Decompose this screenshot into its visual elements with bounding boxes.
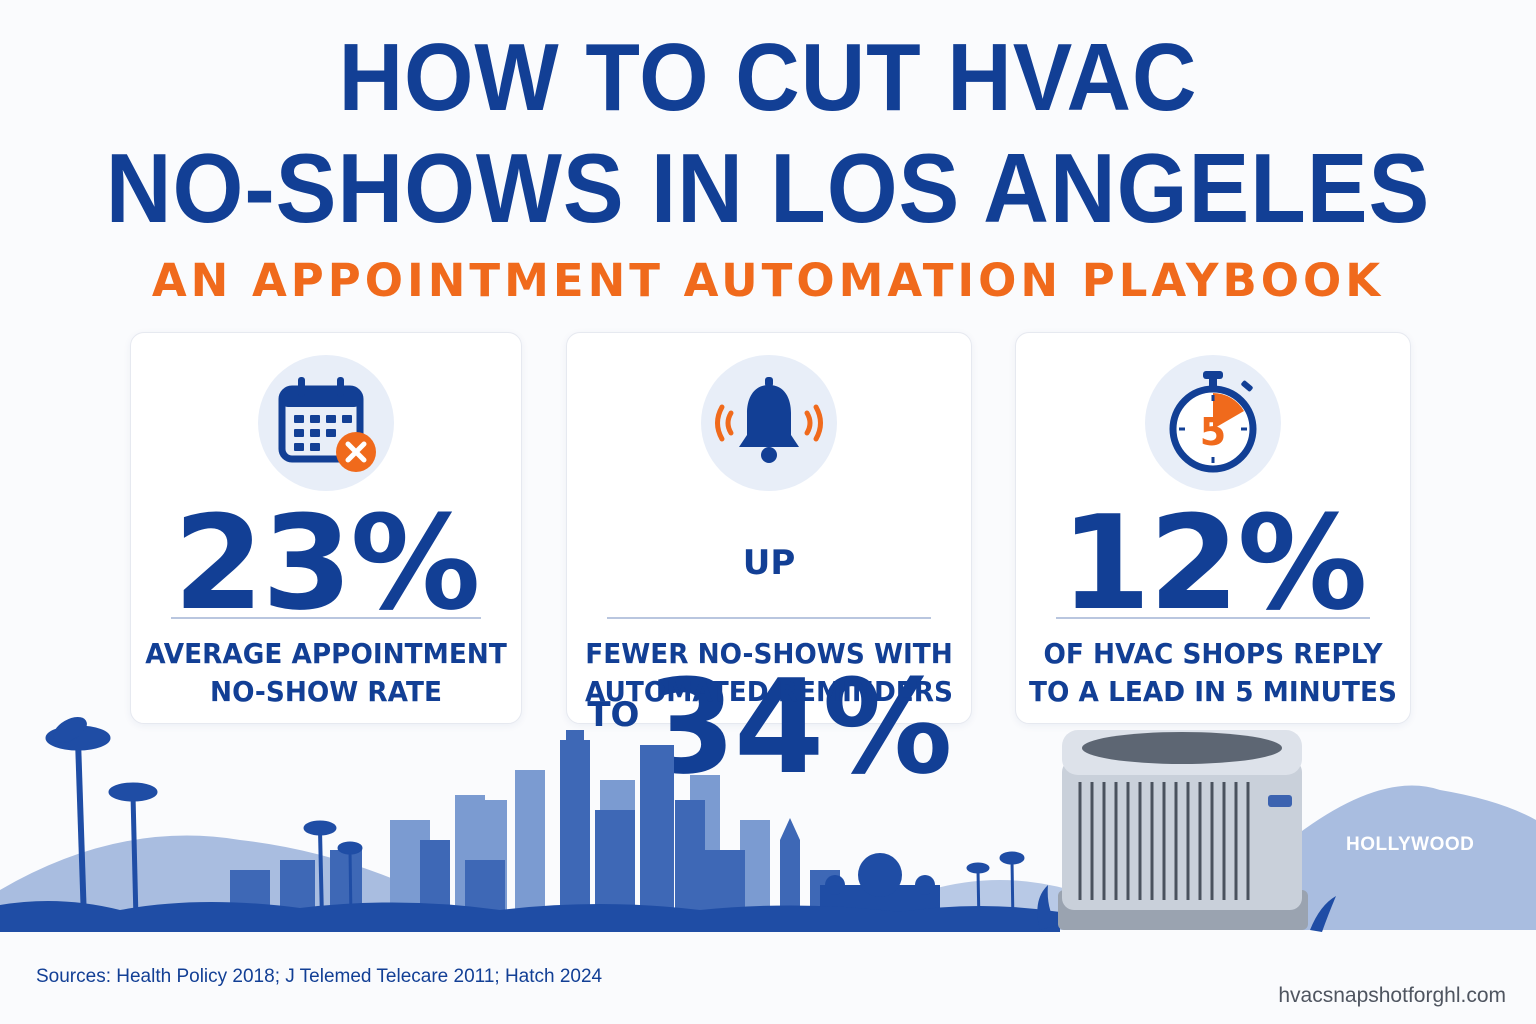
divider [1056, 617, 1370, 619]
stat-caption: FEWER NO-SHOWS WITH AUTOMATED REMINDERS [579, 635, 959, 711]
stat-caption: OF HVAC SHOPS REPLY TO A LEAD IN 5 MINUT… [1028, 635, 1398, 711]
subtitle: AN APPOINTMENT AUTOMATION PLAYBOOK [151, 254, 1385, 307]
stopwatch-number: 5 [1200, 410, 1226, 454]
stat-value: 23% [131, 493, 521, 633]
stat-number: 23% [173, 487, 480, 639]
los-angeles-skyline-illustration [0, 717, 1536, 932]
stopwatch-icon: 5 [1145, 355, 1281, 491]
divider [607, 617, 931, 619]
stat-card-lead-reply: 5 12% OF HVAC SHOPS REPLY TO A LEAD IN 5… [1015, 332, 1411, 724]
hollywood-sign: HOLLYWOOD [1346, 834, 1475, 855]
stat-card-no-show-rate: 23% AVERAGE APPOINTMENT NO-SHOW RATE [130, 332, 522, 724]
caption-line-2: NO-SHOW RATE [210, 675, 442, 708]
palm-trees [45, 717, 1025, 926]
caption-line-1: OF HVAC SHOPS REPLY [1043, 637, 1383, 670]
stat-value: 12% [1016, 493, 1410, 633]
stat-number: 12% [1060, 487, 1367, 639]
stat-value: UP TO34% [567, 493, 971, 797]
title-line-2: NO-SHOWS IN LOS ANGELES [105, 133, 1431, 243]
calendar-cancel-icon [258, 355, 394, 491]
caption-line-2: TO A LEAD IN 5 MINUTES [1029, 675, 1397, 708]
hvac-unit-illustration [1037, 730, 1336, 932]
bell-ringing-icon [701, 355, 837, 491]
website-url: hvacsnapshotforghl.com [1278, 984, 1506, 1007]
caption-line-1: AVERAGE APPOINTMENT [145, 637, 507, 670]
stat-caption: AVERAGE APPOINTMENT NO-SHOW RATE [143, 635, 510, 711]
divider [171, 617, 481, 619]
sources-citation: Sources: Health Policy 2018; J Telemed T… [36, 966, 603, 987]
stat-number: 34% [645, 651, 952, 803]
title-line-1: HOW TO CUT HVAC [338, 24, 1198, 131]
stat-card-reminders: UP TO34% FEWER NO-SHOWS WITH AUTOMATED R… [566, 332, 972, 797]
stat-prefix: UP TO [587, 543, 796, 735]
caption-line-2: AUTOMATED REMINDERS [584, 675, 954, 708]
caption-line-1: FEWER NO-SHOWS WITH [585, 637, 953, 670]
hollywood-hill [1290, 785, 1536, 930]
